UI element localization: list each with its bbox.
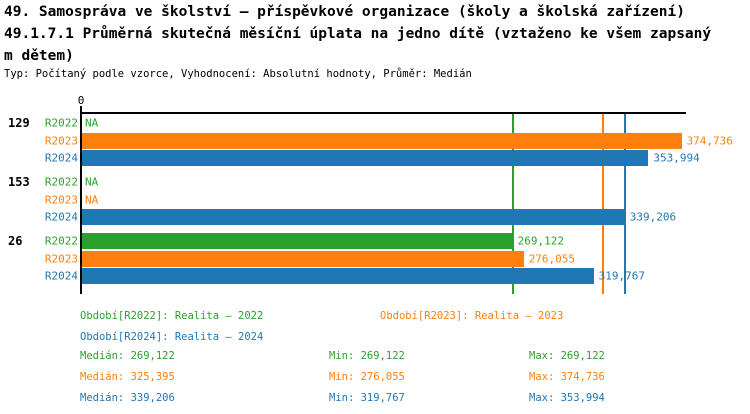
group-label: 129 [8,116,30,130]
bar-r2024 [82,209,625,225]
legend-item-r2023: Období[R2023]: Realita – 2023 [380,310,564,322]
series-row-label-r2022: R2022 [44,116,78,130]
report-subtitle: Typ: Počítaný podle vzorce, Vyhodnocení:… [4,68,472,80]
bar-r2024 [82,268,594,284]
bar-value-label: 339,206 [629,210,677,224]
group-label: 26 [8,234,23,248]
bar-value-label: 353,994 [653,151,700,165]
series-row-label-r2022: R2022 [44,175,78,189]
series-row-label-r2023: R2023 [44,193,78,206]
stat-max-r2023: Max: 374,736 [529,371,605,383]
legend-item-r2024: Období[R2024]: Realita – 2024 [80,331,264,343]
bar-r2022 [82,233,513,249]
report-title-line-1: 49. Samospráva ve školství – příspěvkové… [4,4,685,20]
bar-r2024 [82,150,649,166]
stat-min-r2024: Min: 319,767 [329,392,405,404]
series-row-label-r2023: R2023 [44,252,78,265]
bar-value-label: 269,122 [517,234,564,248]
median-line-r2024 [623,113,626,294]
stat-min-r2022: Min: 269,122 [329,350,405,362]
legend-item-r2022: Období[R2022]: Realita – 2022 [80,310,264,322]
na-value-label: NA [85,116,99,130]
report-title-line-3: m dětem) [4,48,74,64]
series-row-label-r2024: R2024 [44,210,78,224]
bar-value-label: 276,055 [528,252,576,265]
na-value-label: NA [85,175,99,189]
stat-median-r2024: Medián: 339,206 [80,392,175,404]
stat-max-r2024: Max: 353,994 [529,392,605,404]
series-row-label-r2023: R2023 [44,134,78,147]
stat-min-r2023: Min: 276,055 [329,371,405,383]
report-title-line-2: 49.1.7.1 Průměrná skutečná měsíční úplat… [4,26,712,42]
series-row-label-r2022: R2022 [44,234,78,248]
stat-median-r2022: Medián: 269,122 [80,350,175,362]
na-value-label: NA [85,193,99,206]
bar-r2023 [82,132,682,149]
bar-value-label: 319,767 [598,269,645,283]
stat-median-r2023: Medián: 325,395 [80,371,175,383]
series-row-label-r2024: R2024 [44,269,78,283]
stat-max-r2022: Max: 269,122 [529,350,605,362]
median-line-r2022 [511,113,514,294]
bar-r2023 [82,250,524,267]
y-axis-line [80,106,82,294]
bar-value-label: 374,736 [686,134,733,147]
series-row-label-r2024: R2024 [44,151,78,165]
group-label: 153 [8,175,30,189]
median-line-r2023 [601,113,604,294]
x-axis-line [80,112,686,114]
x-axis-origin-label: 0 [77,94,85,107]
